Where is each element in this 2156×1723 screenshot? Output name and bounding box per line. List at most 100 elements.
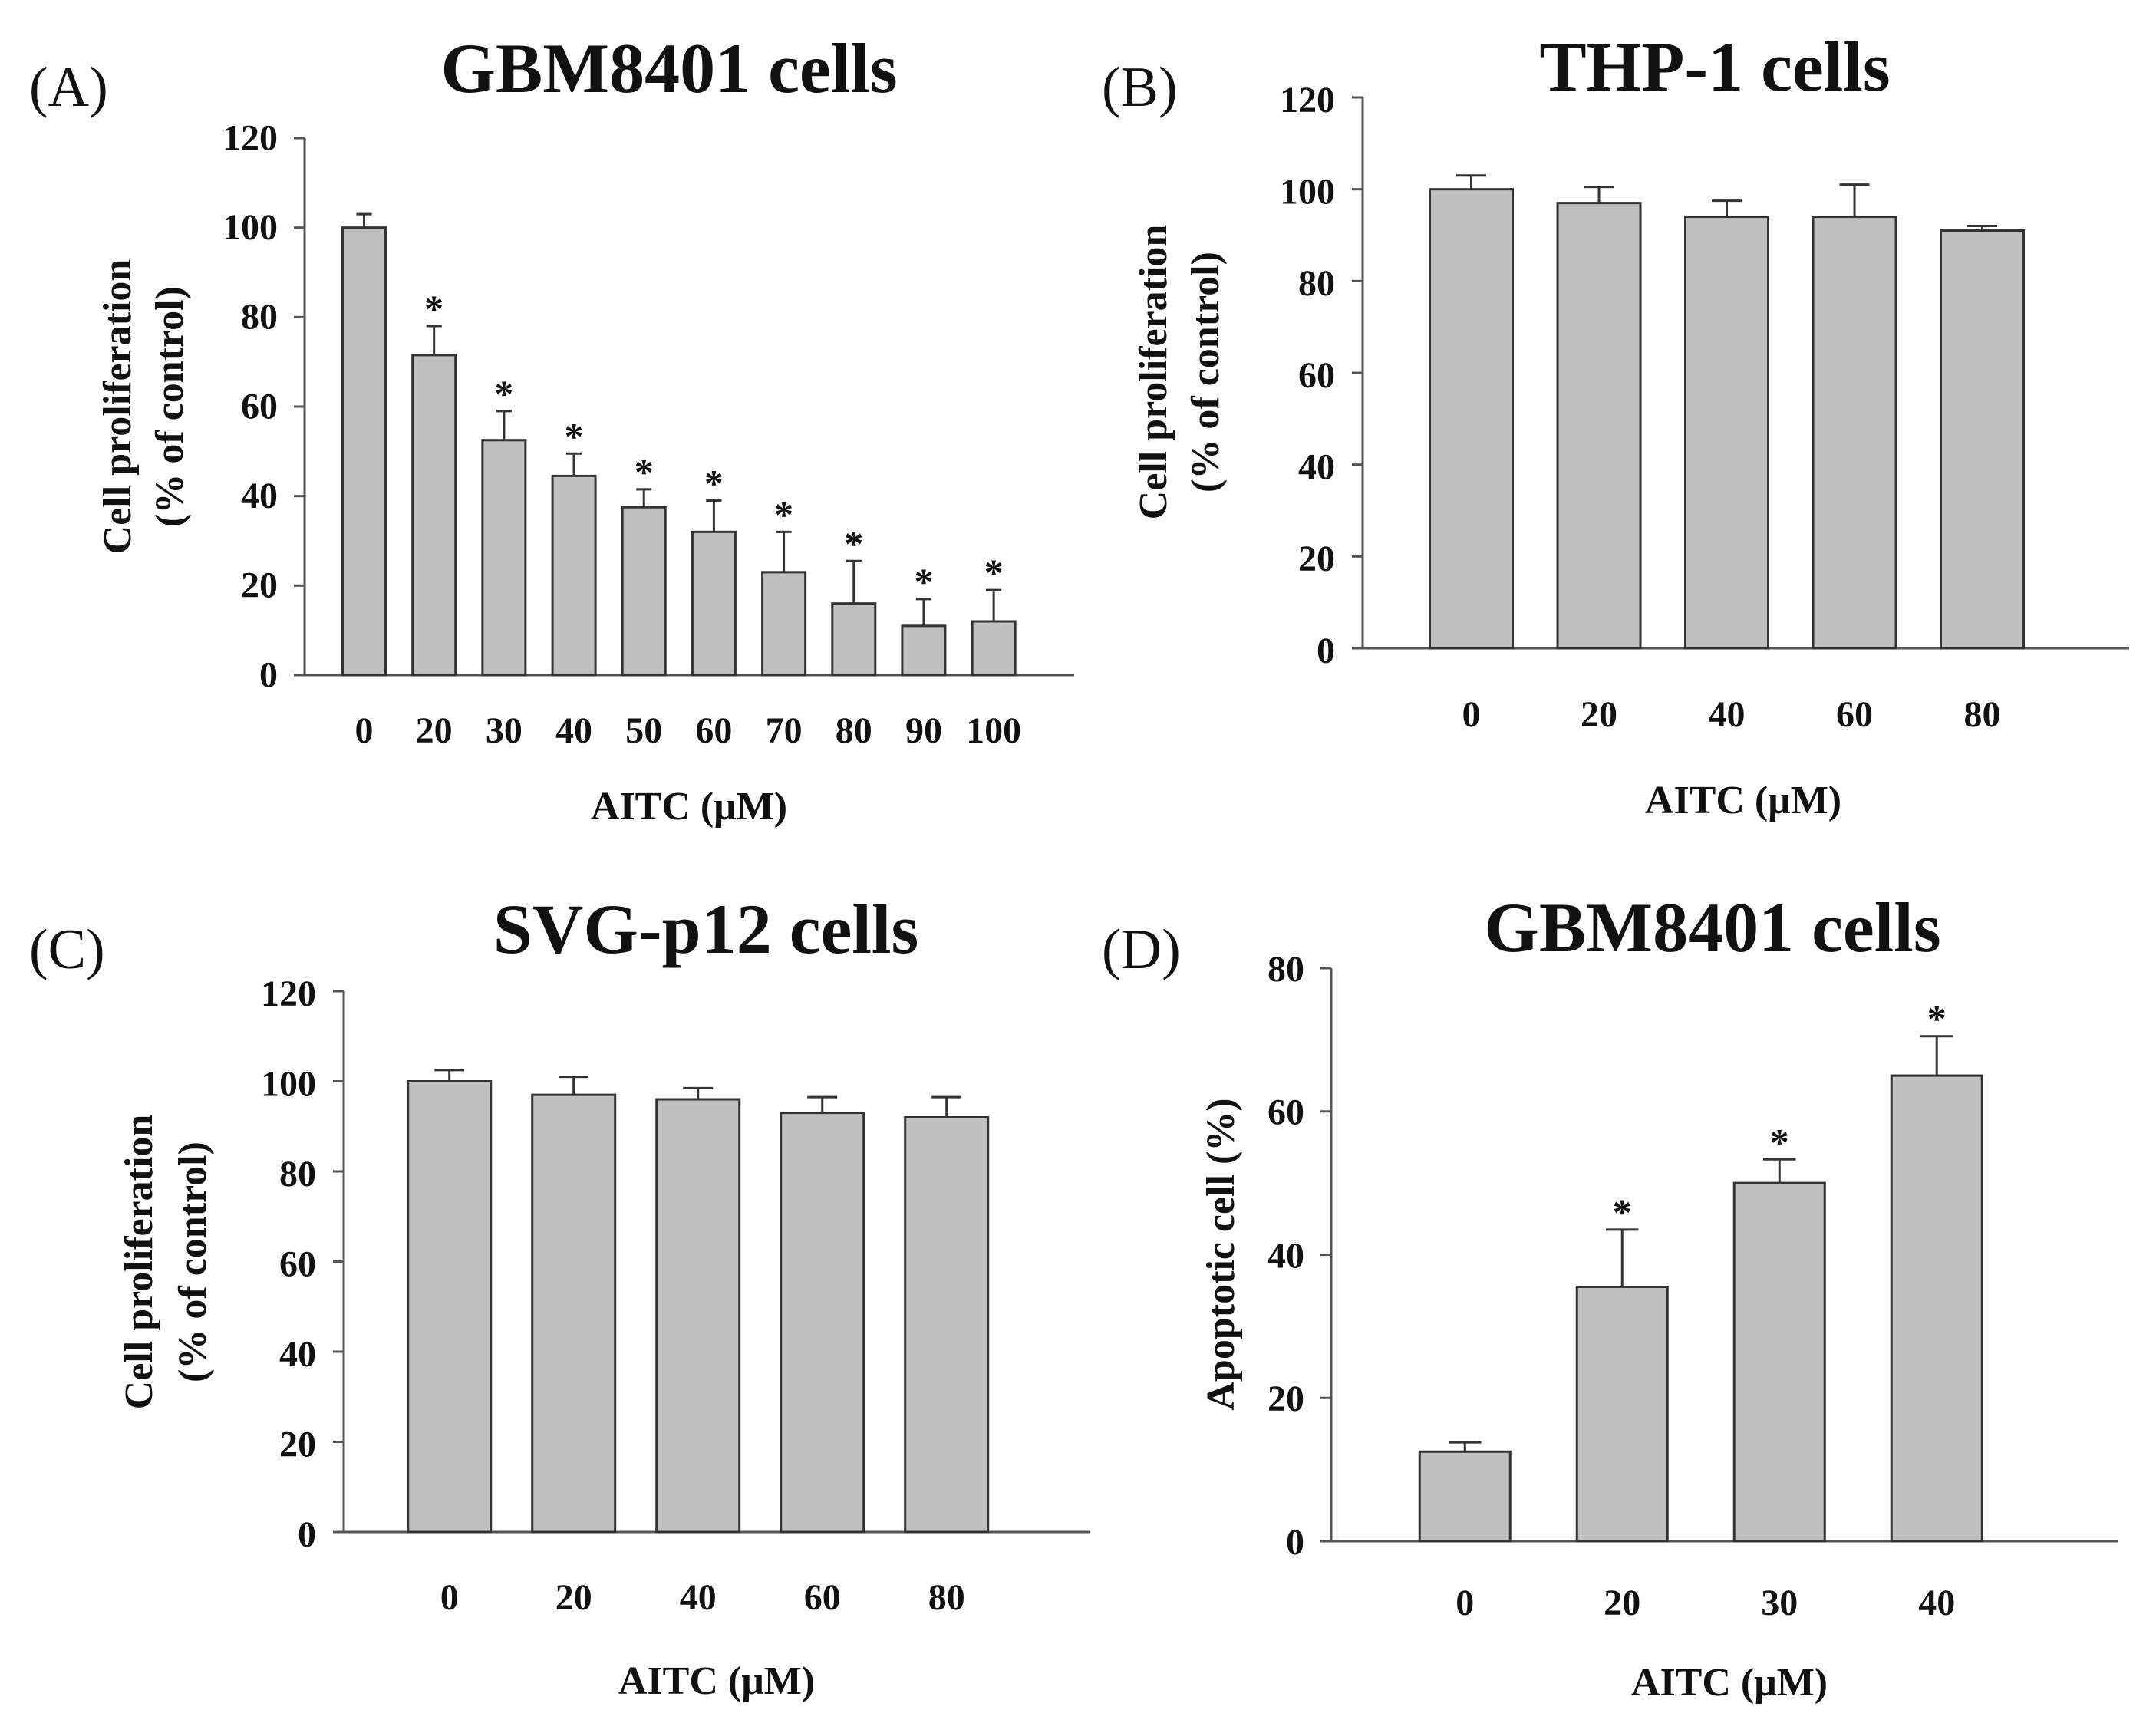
x-tick-label: 0 [1462,694,1481,735]
bar [1556,202,1642,650]
chart-title: GBM8401 cells [440,29,897,107]
bar [551,474,597,677]
chart-title: GBM8401 cells [1484,888,1940,967]
x-tick-label: 60 [695,710,732,751]
x-tick-label: 30 [486,710,523,751]
y-axis-label-secondary: (% of control) [148,286,192,527]
chart-title: SVG-p12 cells [493,890,919,968]
x-tick-label: 20 [555,1577,592,1618]
bar [971,620,1017,677]
panel-c: (C) SVG-p12 cells 0 20 40 60 80 100 120 0 20 40 60 80… [29,890,1090,1703]
x-tick-label: 20 [416,710,453,751]
y-tick-label: 120 [261,974,316,1014]
y-tick-label: 80 [1298,263,1335,304]
y-tick-label: 100 [223,207,278,248]
significance-star: * [565,414,584,457]
y-tick-label: 60 [241,386,278,427]
x-tick-label: 60 [1836,694,1873,735]
bar [1890,1074,1983,1543]
x-tick-label: 100 [966,710,1021,751]
bar [411,354,457,677]
x-axis-label: AITC (μM) [1645,779,1841,822]
panel-b: (B) THP-1 cells 0 20 40 60 80 100 120 0 20 40 60 80 AI… [1102,28,2129,822]
x-tick-label: 50 [625,710,662,751]
x-tick-label: 30 [1761,1583,1798,1623]
y-tick-label: 60 [279,1244,316,1284]
bar [531,1093,617,1534]
y-tick-label: 60 [1268,1092,1304,1133]
x-axis-label: AITC (μM) [591,785,787,829]
y-tick-label: 80 [279,1154,316,1194]
y-tick-label: 60 [1298,355,1335,396]
y-tick-label: 40 [1298,447,1335,488]
bar [691,530,737,677]
panel-label: (A) [29,56,108,119]
y-tick-label: 20 [1298,539,1335,579]
x-tick-label: 0 [355,710,374,751]
y-tick-label: 0 [1317,631,1335,671]
x-tick-label: 0 [440,1577,459,1618]
y-tick-label: 100 [261,1063,316,1104]
y-tick-label: 100 [1280,172,1335,212]
y-tick-label: 40 [279,1334,316,1375]
y-tick-label: 80 [241,297,278,338]
x-tick-label: 40 [1709,694,1746,735]
y-axis-label-secondary: (% of control) [1184,252,1228,493]
y-tick-label: 0 [1286,1522,1304,1563]
significance-star: * [704,462,724,505]
bar [1732,1181,1826,1543]
panel-a: (A) GBM8401 cells 0 20 40 60 80 100 120 0 * 20 * 30 * 4… [29,29,1074,829]
significance-star: * [914,560,933,603]
significance-star: * [424,287,443,330]
panel-label: (D) [1102,918,1181,981]
bar [1684,216,1770,650]
x-tick-label: 20 [1604,1583,1640,1623]
bar [655,1098,741,1534]
significance-star: * [494,372,513,415]
x-tick-label: 0 [1455,1583,1474,1623]
panel-d: (D) GBM8401 cells 0 20 40 60 80 0 * 20 * 30 * 40 AITC … [1102,888,2118,1705]
y-tick-label: 0 [259,654,278,695]
significance-star: * [844,522,863,565]
x-tick-label: 90 [905,710,942,751]
panel-label: (B) [1102,56,1178,119]
y-axis-label-secondary: (% of control) [171,1142,215,1382]
x-tick-label: 80 [836,710,872,751]
significance-star: * [1613,1191,1632,1234]
bar [780,1112,865,1534]
y-tick-label: 120 [223,117,278,158]
y-axis-label: Apoptotic cell (%) [1199,1098,1243,1410]
x-axis-label: AITC (μM) [618,1659,815,1703]
panel-label: (C) [29,918,105,981]
y-tick-label: 20 [1268,1379,1304,1419]
bar [1812,216,1897,650]
bar [1429,188,1515,650]
y-tick-label: 80 [1268,949,1304,990]
significance-star: * [1927,997,1947,1040]
x-tick-label: 80 [1964,694,2001,735]
bar [904,1116,990,1534]
significance-star: * [1770,1120,1789,1163]
y-tick-label: 20 [279,1424,316,1464]
significance-star: * [984,551,1004,594]
bar [1575,1286,1669,1543]
chart-title: THP-1 cells [1539,28,1890,106]
bar [831,602,877,677]
x-tick-label: 40 [680,1577,717,1618]
y-axis-label: Cell proliferation [117,1115,161,1410]
x-tick-label: 40 [1918,1583,1955,1623]
x-tick-label: 40 [555,710,592,751]
y-tick-label: 120 [1280,80,1335,120]
bar [761,571,807,677]
x-tick-label: 20 [1581,694,1617,735]
significance-star: * [774,493,793,535]
bar [1418,1450,1512,1543]
x-tick-label: 70 [766,710,803,751]
y-axis-label: Cell proliferation [1132,225,1175,520]
bar [1940,229,2026,650]
bar [341,226,387,677]
bar [407,1080,493,1534]
y-tick-label: 0 [298,1514,316,1555]
bar [901,624,947,677]
